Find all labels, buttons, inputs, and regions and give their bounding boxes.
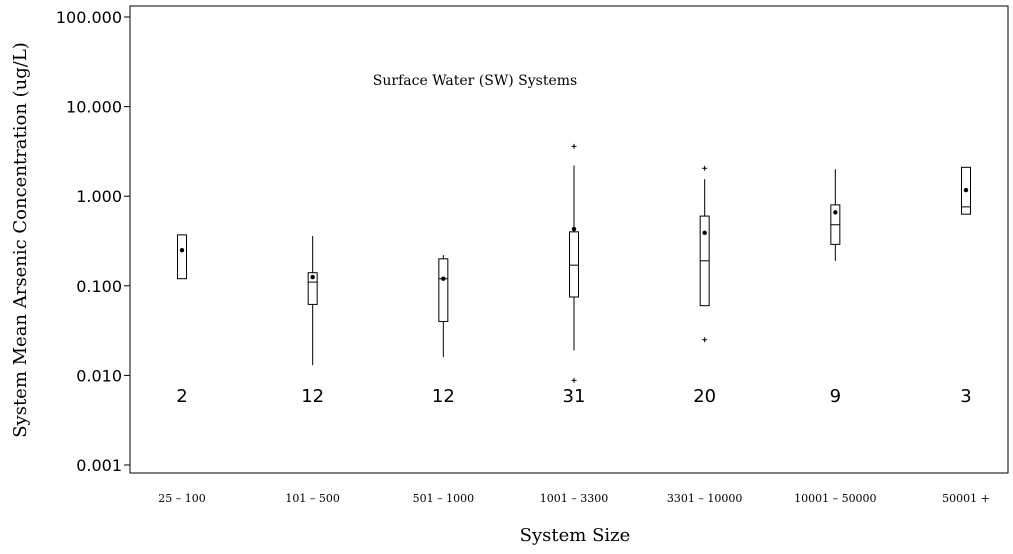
- y-tick-label: 0.100: [76, 277, 122, 296]
- group-counts: 2 12 12 31 20 9 3: [176, 386, 971, 407]
- group-count-label: 2: [176, 386, 187, 407]
- x-tick-label: 101 – 500: [285, 492, 339, 505]
- mean-marker: [964, 188, 968, 192]
- box-group: [962, 167, 971, 214]
- y-tick-label: 0.001: [76, 456, 122, 475]
- mean-marker: [833, 210, 837, 214]
- y-tick-label: 100.000: [56, 8, 122, 27]
- box-series: [178, 144, 971, 383]
- iqr-box: [570, 232, 579, 297]
- mean-marker: [702, 231, 706, 235]
- annotation-text: Surface Water (SW) Systems: [373, 73, 577, 89]
- mean-marker: [572, 227, 576, 231]
- iqr-box: [439, 259, 448, 322]
- box-group: [700, 166, 709, 342]
- x-tick-label: 501 – 1000: [413, 492, 474, 505]
- box-group: [439, 255, 448, 357]
- group-count-label: 3: [960, 386, 971, 407]
- outlier-marker: [572, 144, 577, 149]
- box-group: [308, 236, 317, 365]
- x-tick-label: 1001 – 3300: [540, 492, 608, 505]
- x-axis: 25 – 100 101 – 500 501 – 1000 1001 – 3300 33…: [158, 492, 990, 505]
- outlier-marker: [702, 166, 707, 171]
- x-tick-label: 25 – 100: [158, 492, 206, 505]
- iqr-box: [178, 235, 187, 279]
- group-count-label: 12: [432, 386, 455, 407]
- group-count-label: 9: [830, 386, 841, 407]
- mean-marker: [310, 275, 314, 279]
- mean-marker: [180, 248, 184, 252]
- x-tick-label: 10001 – 50000: [794, 492, 876, 505]
- outlier-marker: [572, 378, 577, 383]
- y-tick-label: 10.000: [66, 98, 122, 117]
- mean-marker: [441, 277, 445, 281]
- x-axis-label: System Size: [520, 525, 631, 546]
- box-group: [178, 235, 187, 279]
- y-axis: 0.001 0.010 0.100 1.000 10.000 100.000: [56, 8, 130, 475]
- y-axis-label: System Mean Arsenic Concentration (ug/L): [10, 42, 31, 438]
- box-group: [570, 144, 579, 383]
- y-tick-label: 1.000: [76, 187, 122, 206]
- x-tick-label: 50001 +: [942, 492, 990, 505]
- outlier-marker: [702, 337, 707, 342]
- group-count-label: 31: [563, 386, 586, 407]
- y-tick-label: 0.010: [76, 366, 122, 385]
- box-group: [831, 169, 840, 261]
- group-count-label: 12: [301, 386, 324, 407]
- x-tick-label: 3301 – 10000: [667, 492, 742, 505]
- group-count-label: 20: [693, 386, 716, 407]
